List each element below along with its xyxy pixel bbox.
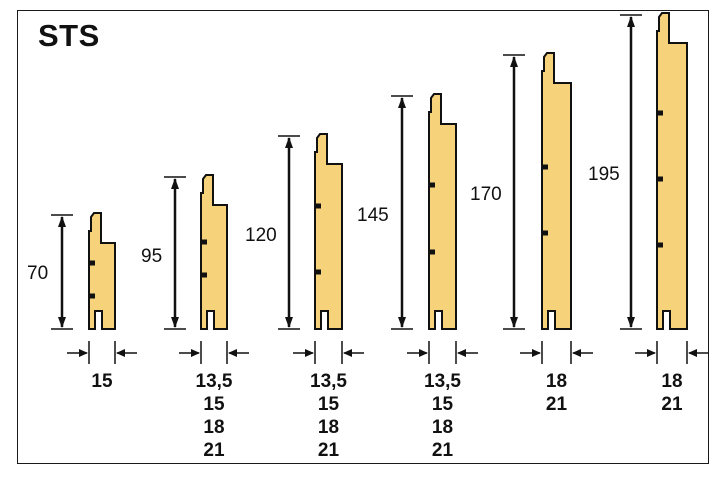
arrow-left-icon bbox=[688, 349, 697, 357]
arrow-up-icon bbox=[285, 137, 293, 148]
fixing-mark bbox=[542, 230, 548, 236]
fixing-mark bbox=[201, 272, 207, 278]
width-label: 21 bbox=[546, 394, 568, 415]
arrow-up-icon bbox=[398, 97, 406, 108]
board-profile bbox=[88, 212, 116, 330]
width-label: 18 bbox=[661, 371, 682, 392]
width-label: 18 bbox=[546, 371, 567, 392]
fixing-mark bbox=[89, 293, 95, 299]
fixing-mark bbox=[89, 260, 95, 266]
fixing-mark bbox=[657, 110, 663, 116]
width-label: 21 bbox=[661, 394, 683, 415]
arrow-down-icon bbox=[627, 317, 635, 328]
arrow-right-icon bbox=[191, 349, 200, 357]
arrow-up-icon bbox=[171, 178, 179, 189]
fixing-mark bbox=[429, 249, 435, 255]
fixing-mark bbox=[657, 242, 663, 248]
arrow-left-icon bbox=[116, 349, 125, 357]
width-label: 21 bbox=[318, 440, 340, 461]
fixing-mark bbox=[315, 203, 321, 209]
width-label: 15 bbox=[203, 394, 225, 415]
arrow-right-icon bbox=[647, 349, 656, 357]
height-label: 195 bbox=[588, 164, 620, 185]
height-label: 70 bbox=[27, 263, 48, 284]
arrow-right-icon bbox=[419, 349, 428, 357]
fixing-mark bbox=[429, 182, 435, 188]
board-profile bbox=[656, 12, 688, 330]
width-label: 15 bbox=[432, 394, 454, 415]
width-label: 21 bbox=[203, 440, 225, 461]
fixing-mark bbox=[201, 239, 207, 245]
board-profile bbox=[314, 133, 343, 330]
arrow-right-icon bbox=[532, 349, 541, 357]
width-label: 18 bbox=[432, 417, 453, 438]
height-label: 145 bbox=[357, 205, 389, 226]
width-label: 18 bbox=[203, 417, 224, 438]
arrow-left-icon bbox=[572, 349, 581, 357]
height-label: 170 bbox=[470, 184, 502, 205]
arrow-down-icon bbox=[398, 317, 406, 328]
arrow-up-icon bbox=[58, 216, 66, 227]
width-label: 21 bbox=[432, 440, 454, 461]
diagram-frame bbox=[17, 10, 709, 464]
arrow-right-icon bbox=[305, 349, 314, 357]
arrow-left-icon bbox=[457, 349, 466, 357]
arrow-down-icon bbox=[510, 317, 518, 328]
arrow-right-icon bbox=[79, 349, 88, 357]
diagram-title: STS bbox=[38, 18, 100, 53]
fixing-mark bbox=[657, 176, 663, 182]
width-label: 18 bbox=[318, 417, 339, 438]
board-profile bbox=[200, 174, 228, 330]
arrow-down-icon bbox=[58, 317, 66, 328]
arrow-left-icon bbox=[343, 349, 352, 357]
arrow-left-icon bbox=[228, 349, 237, 357]
board-profile bbox=[541, 52, 572, 330]
arrow-down-icon bbox=[171, 317, 179, 328]
fixing-mark bbox=[542, 164, 548, 170]
arrow-up-icon bbox=[510, 56, 518, 67]
width-label: 13,5 bbox=[310, 371, 347, 392]
arrow-up-icon bbox=[627, 16, 635, 27]
width-label: 13,5 bbox=[424, 371, 461, 392]
arrow-down-icon bbox=[285, 317, 293, 328]
board-profile bbox=[428, 93, 457, 330]
width-label: 15 bbox=[91, 371, 113, 392]
width-label: 15 bbox=[318, 394, 340, 415]
height-label: 95 bbox=[141, 246, 162, 267]
height-label: 120 bbox=[245, 225, 277, 246]
width-label: 13,5 bbox=[196, 371, 233, 392]
fixing-mark bbox=[315, 269, 321, 275]
